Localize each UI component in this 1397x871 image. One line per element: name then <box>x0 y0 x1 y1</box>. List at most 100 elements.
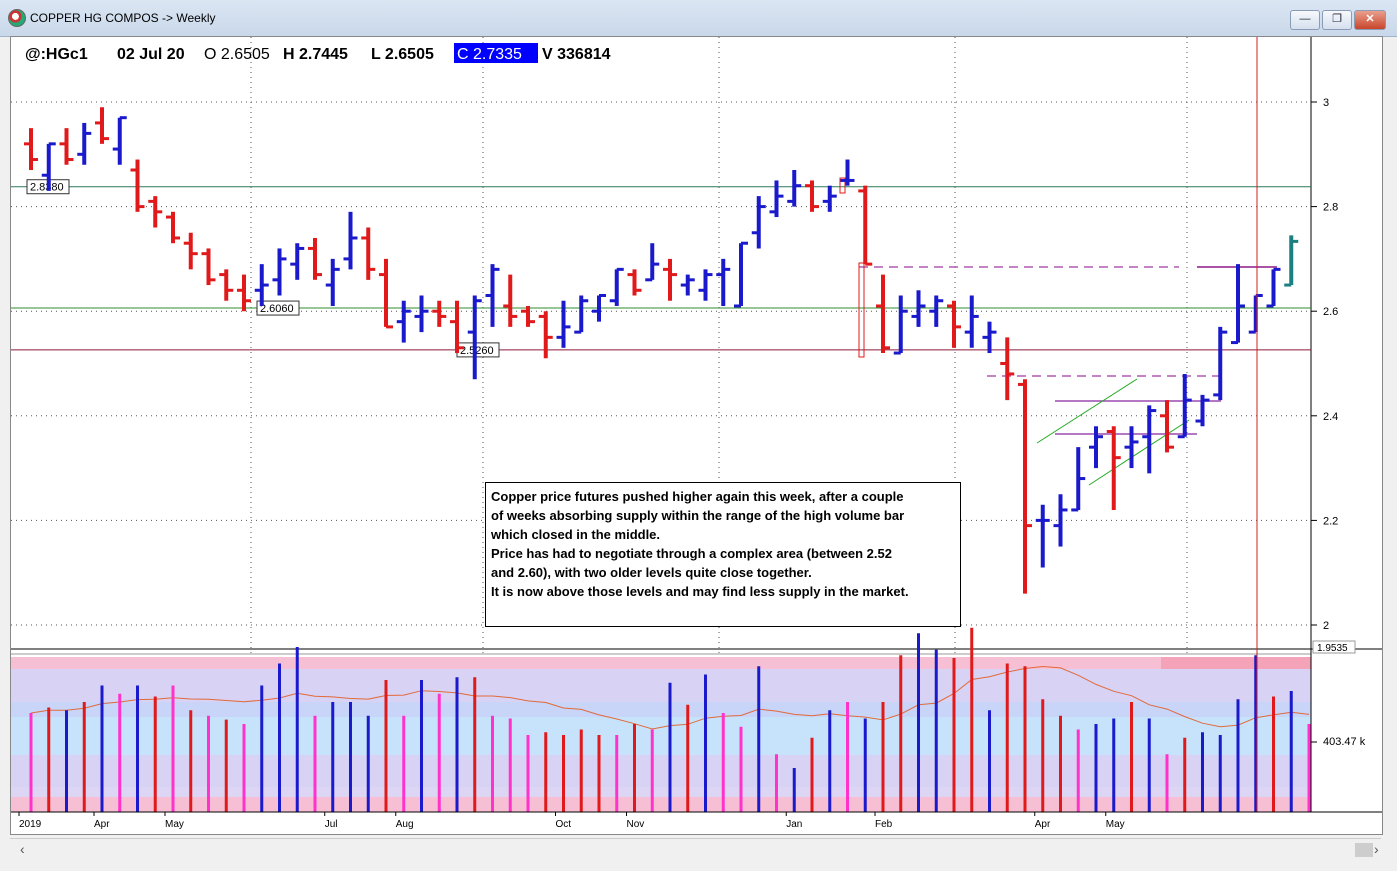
x-tick-label: Aug <box>396 819 414 830</box>
note-line: which closed in the middle. <box>491 527 661 542</box>
ohlc-bar <box>1266 267 1281 308</box>
volume-bar <box>686 704 690 812</box>
level-label: 2.6060 <box>260 303 294 315</box>
app-icon <box>8 9 26 27</box>
volume-bar <box>1112 718 1116 812</box>
x-tick-label: Jan <box>786 819 802 830</box>
x-tick-label: May <box>1106 819 1125 830</box>
volume-bar <box>1254 655 1258 812</box>
volume-bar <box>1218 735 1222 812</box>
ohlc-bar <box>840 159 855 186</box>
ohlc-bar <box>680 274 695 296</box>
ohlc-bar <box>521 305 535 327</box>
volume-bar <box>366 715 370 812</box>
note-line: of weeks absorbing supply within the ran… <box>491 508 905 523</box>
ohlc-bar <box>1142 405 1157 474</box>
x-tick-label: May <box>165 819 184 830</box>
high-label: H 2.7445 <box>283 46 348 63</box>
volume-bar <box>473 677 477 812</box>
ohlc-bar <box>929 295 944 327</box>
volume-bar <box>491 715 494 812</box>
ohlc-bar <box>1195 394 1210 427</box>
volume-bar <box>260 685 264 812</box>
volume-bar <box>952 658 956 812</box>
volume-bar <box>1236 699 1240 812</box>
volume-bar <box>47 707 51 812</box>
ohlc-bar <box>24 128 38 170</box>
horizontal-scrollbar[interactable]: ‹ › <box>10 838 1381 861</box>
volume-bands <box>11 649 1312 812</box>
volume-bar <box>775 754 778 812</box>
ohlc-bar <box>592 294 606 322</box>
note-line: It is now above those levels and may fin… <box>491 584 909 599</box>
x-tick-label: Jul <box>325 819 338 830</box>
note-line: Price has had to negotiate through a com… <box>491 546 892 561</box>
scroll-right-icon[interactable]: › <box>1374 841 1379 857</box>
low-label: L 2.6505 <box>371 46 434 63</box>
volume-bar <box>242 724 246 812</box>
volume-bar <box>1147 718 1151 812</box>
ohlc-bar <box>254 264 269 306</box>
ohlc-bar <box>1231 264 1245 345</box>
ohlc-bar <box>982 321 997 354</box>
volume-band <box>11 797 1311 812</box>
close-label-highlight <box>454 43 538 63</box>
close-label: C 2.7335 <box>457 46 522 63</box>
x-tick-label: Feb <box>875 819 893 830</box>
x-tick-label: Apr <box>1035 819 1051 830</box>
volume-bar <box>153 696 157 812</box>
volume-bar <box>207 715 210 812</box>
x-tick-label: Oct <box>556 819 572 830</box>
restore-button[interactable]: ❐ <box>1322 10 1352 30</box>
ohlc-bar <box>1124 426 1139 469</box>
window-titlebar: COPPER HG COMPOS -> Weekly — ❐ ✕ <box>0 0 1397 37</box>
volume-bar <box>526 735 530 812</box>
ohlc-bar <box>1177 373 1192 439</box>
ohlc-bar <box>272 248 287 296</box>
ohlc-bar <box>769 180 784 218</box>
volume-bar <box>792 768 796 812</box>
ohlc-bar <box>59 128 74 165</box>
ohlc-bar <box>876 274 890 354</box>
ohlc-bar <box>538 311 553 359</box>
ohlc-bar <box>556 300 571 348</box>
ohlc-bar <box>822 185 837 212</box>
volume-band <box>11 669 1311 702</box>
channel-upper-line <box>1036 378 1138 444</box>
level-label: 2.5260 <box>460 345 494 357</box>
symbol-label: @:HGc1 <box>25 46 88 63</box>
volume-band-top <box>1161 657 1311 669</box>
ohlc-bar <box>148 196 163 228</box>
ohlc-bar <box>1000 337 1015 401</box>
ohlc-bar <box>1106 426 1121 510</box>
ohlc-header: @:HGc1 02 Jul 20 O 2.6505 H 2.7445 L 2.6… <box>25 43 611 63</box>
ohlc-bar <box>663 258 677 301</box>
ohlc-bar <box>805 180 819 212</box>
volume-bar <box>29 713 33 812</box>
minimize-button[interactable]: — <box>1290 10 1320 30</box>
volume-bar <box>615 735 619 812</box>
y-tick-label: 3 <box>1323 97 1329 109</box>
ohlc-bar <box>183 232 198 270</box>
ohlc-bar <box>1053 494 1068 547</box>
ohlc-bar <box>325 258 340 306</box>
volume-bar <box>633 724 636 812</box>
scroll-thumb[interactable] <box>1355 843 1373 857</box>
ohlc-bar <box>947 300 961 348</box>
close-button[interactable]: ✕ <box>1354 10 1386 30</box>
y-tick-label: 2.2 <box>1323 515 1338 527</box>
volume-bar <box>118 693 122 812</box>
open-label: O 2.6505 <box>204 46 270 63</box>
y-min-label-box <box>1312 640 1356 654</box>
volume-bar <box>579 729 583 812</box>
ohlc-bar <box>432 300 447 327</box>
volume-bar <box>988 710 991 812</box>
volume-bar <box>508 718 512 812</box>
volume-bar <box>1094 724 1098 812</box>
volume-axis-label: 403.47 k <box>1323 736 1366 748</box>
volume-band <box>11 755 1311 787</box>
scroll-left-icon[interactable]: ‹ <box>20 841 25 857</box>
volume-bar <box>278 663 281 812</box>
